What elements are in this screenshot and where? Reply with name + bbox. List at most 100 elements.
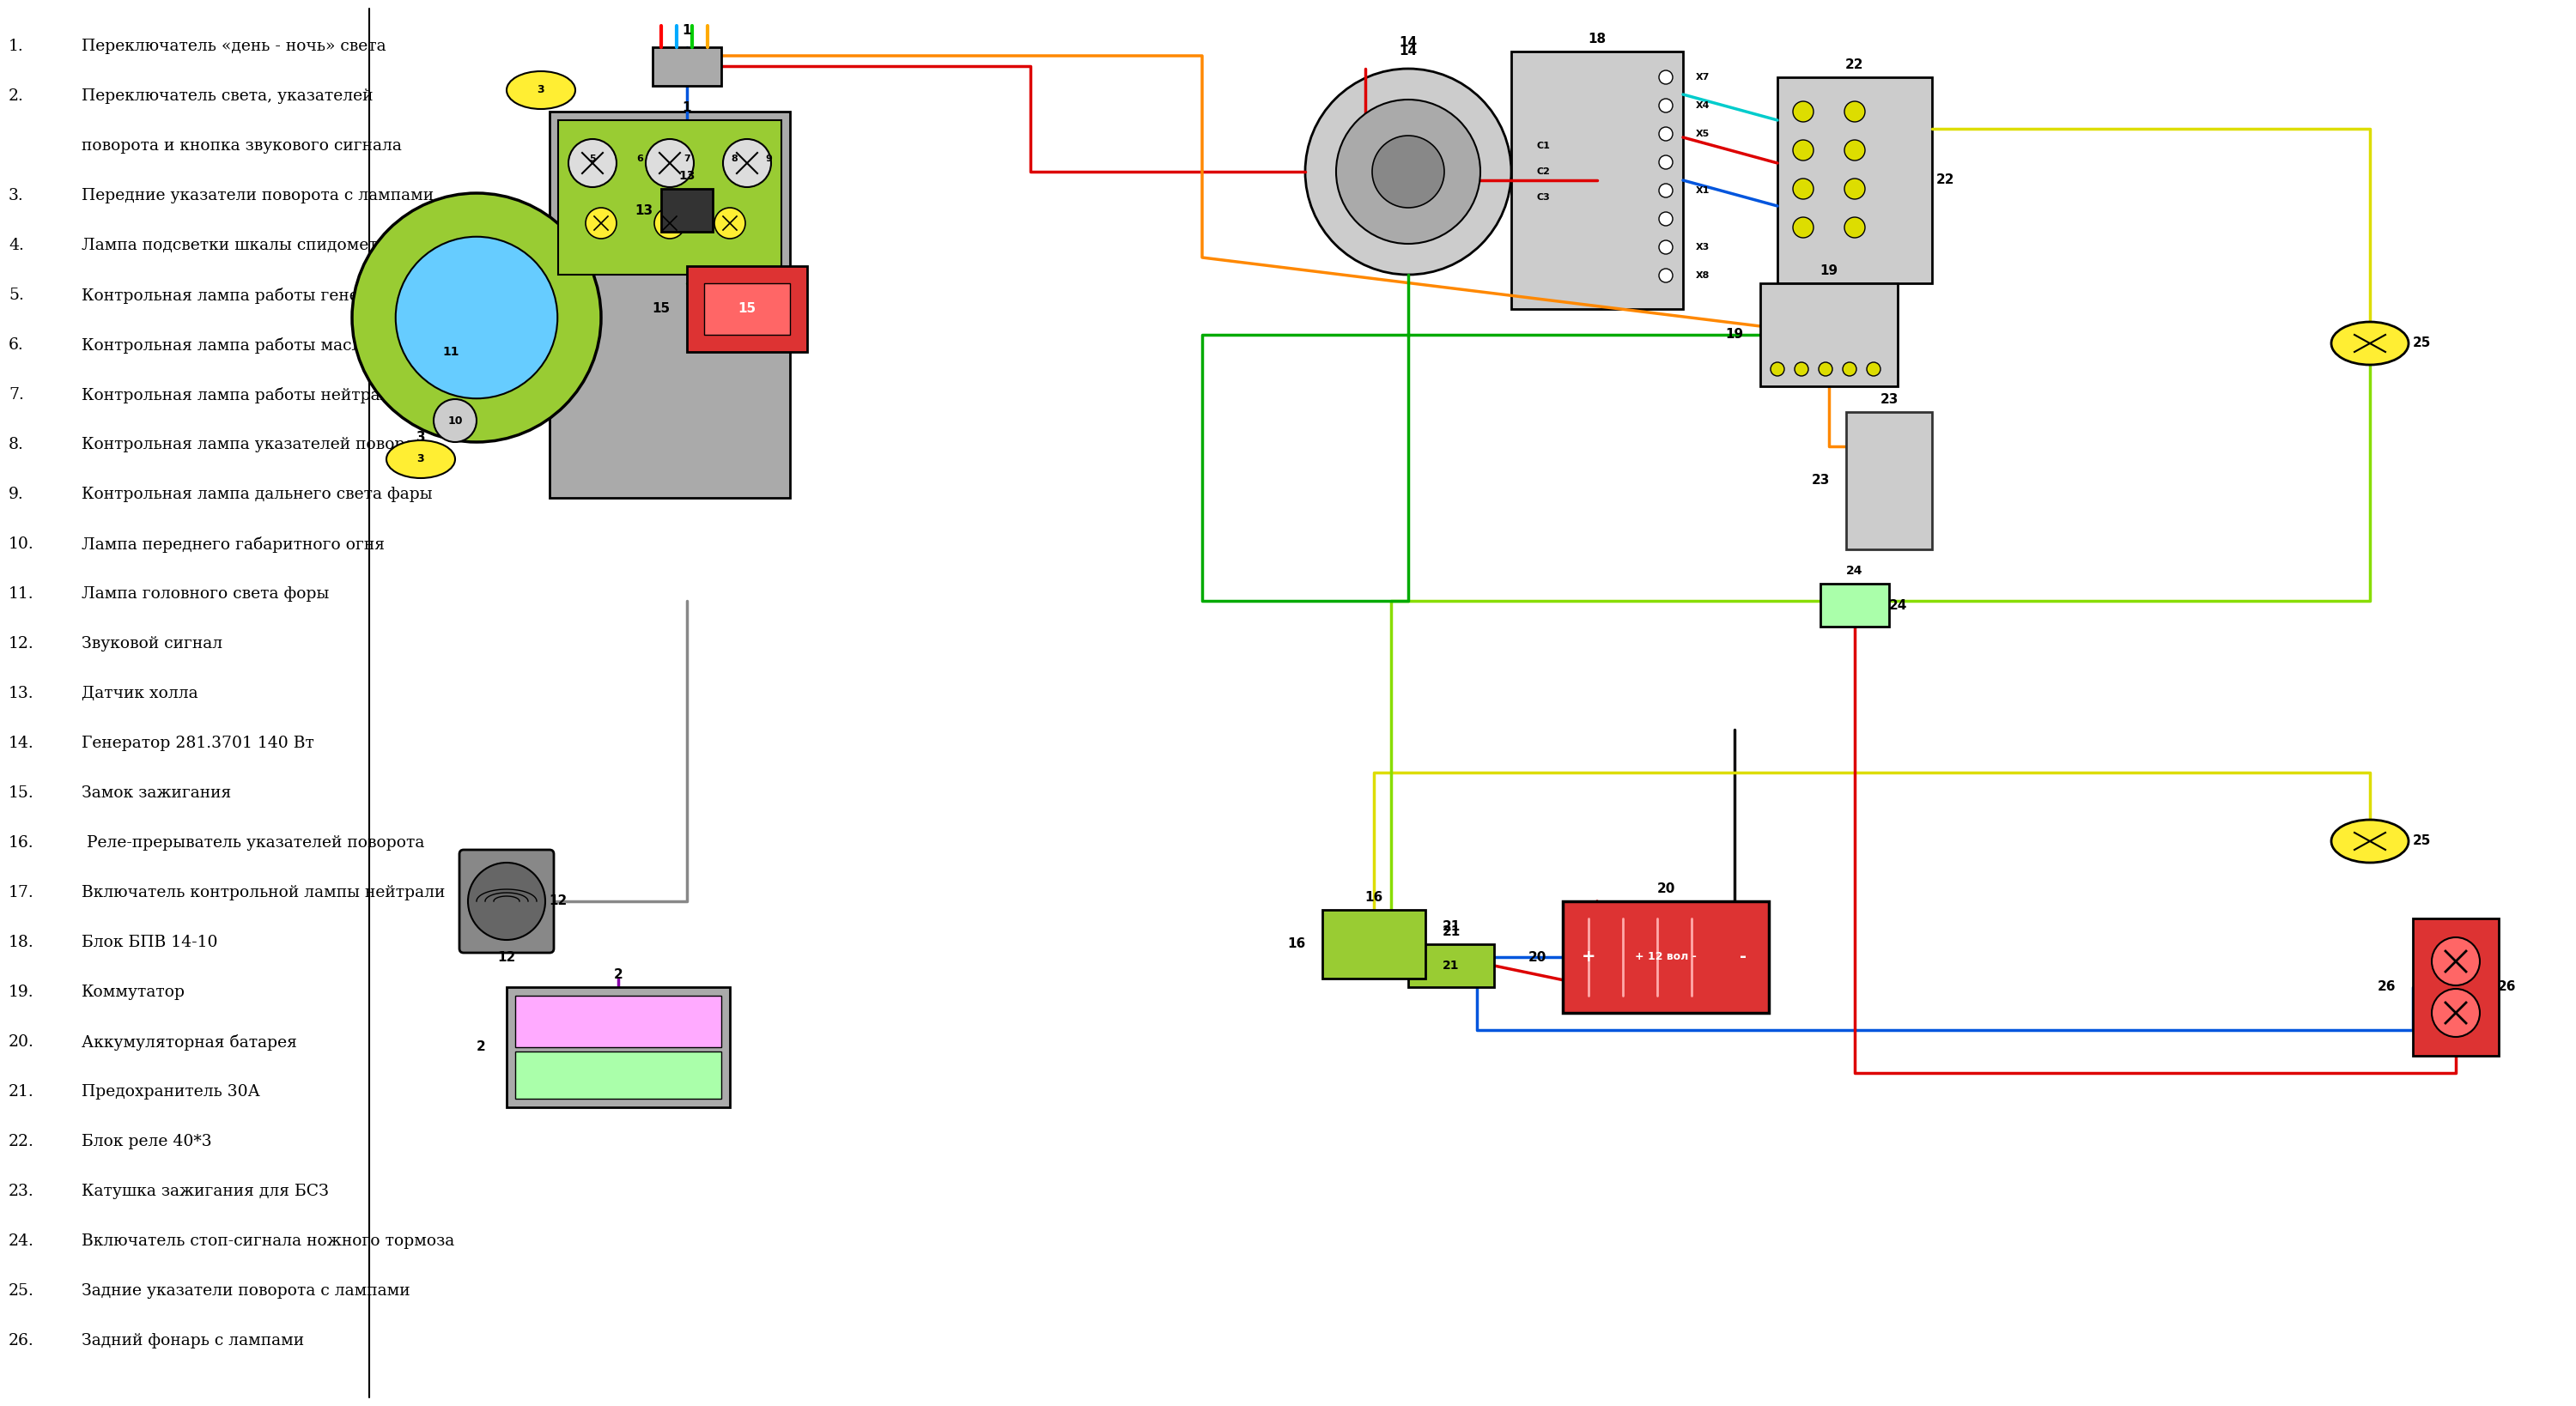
Bar — [1821, 583, 1888, 627]
Text: 7: 7 — [683, 155, 690, 163]
Text: 20: 20 — [1656, 882, 1674, 894]
Text: 1: 1 — [683, 24, 690, 37]
Text: 24.: 24. — [8, 1233, 33, 1249]
Text: 19.: 19. — [8, 984, 33, 1000]
Text: 11.: 11. — [8, 586, 33, 602]
Bar — [1512, 52, 1682, 309]
Text: + 12 вол -: + 12 вол - — [1636, 952, 1698, 963]
Text: 22.: 22. — [8, 1133, 33, 1149]
Text: Контрольная лампа работы генератора: Контрольная лампа работы генератора — [82, 288, 417, 304]
Text: Включатель стоп-сигнала ножного тормоза: Включатель стоп-сигнала ножного тормоза — [82, 1233, 453, 1249]
Text: 16: 16 — [1365, 890, 1383, 904]
Text: Лампа подсветки шкалы спидометра: Лампа подсветки шкалы спидометра — [82, 238, 397, 253]
Circle shape — [1844, 101, 1865, 122]
Circle shape — [2432, 988, 2481, 1036]
Text: 15.: 15. — [8, 786, 33, 801]
Circle shape — [714, 208, 744, 239]
Circle shape — [724, 139, 770, 187]
Text: 21: 21 — [1443, 960, 1461, 972]
Text: Лампа головного света форы: Лампа головного света форы — [82, 586, 330, 602]
Text: +: + — [1582, 949, 1595, 966]
Text: Аккумуляторная батарея: Аккумуляторная батарея — [82, 1035, 296, 1050]
Circle shape — [647, 139, 693, 187]
Circle shape — [1793, 141, 1814, 160]
Text: 8: 8 — [732, 155, 737, 163]
Text: Включатель контрольной лампы нейтрали: Включатель контрольной лампы нейтрали — [82, 884, 446, 900]
Text: 26: 26 — [2499, 980, 2517, 994]
Circle shape — [585, 208, 616, 239]
Text: X4: X4 — [1695, 101, 1710, 110]
Text: Задний фонарь с лампами: Задний фонарь с лампами — [82, 1333, 304, 1348]
Text: 16.: 16. — [8, 835, 33, 851]
Bar — [1759, 283, 1899, 387]
Text: Катушка зажигания для БСЗ: Катушка зажигания для БСЗ — [82, 1184, 330, 1199]
Text: Переключатель «день - ночь» света: Переключатель «день - ночь» света — [82, 38, 386, 53]
Text: 25.: 25. — [8, 1284, 33, 1299]
Text: Лампа переднего габаритного огня: Лампа переднего габаритного огня — [82, 537, 384, 553]
Text: X7: X7 — [1695, 73, 1710, 82]
Text: 13.: 13. — [8, 686, 33, 702]
Bar — [1321, 910, 1425, 979]
Circle shape — [1844, 141, 1865, 160]
Text: C2: C2 — [1538, 167, 1551, 176]
Text: 8.: 8. — [8, 437, 23, 453]
Text: 6: 6 — [636, 155, 644, 163]
Text: Коммутатор: Коммутатор — [82, 984, 185, 1000]
Text: Переключатель света, указателей: Переключатель света, указателей — [82, 89, 374, 104]
Text: 1: 1 — [683, 101, 690, 114]
Text: 21.: 21. — [8, 1084, 33, 1099]
Ellipse shape — [386, 440, 456, 478]
Text: -: - — [1739, 949, 1747, 966]
Text: 10: 10 — [448, 415, 464, 426]
Text: 13: 13 — [634, 204, 654, 217]
Circle shape — [1659, 240, 1672, 254]
Circle shape — [1659, 70, 1672, 84]
Text: 7.: 7. — [8, 387, 23, 402]
Text: 26.: 26. — [8, 1333, 33, 1348]
Circle shape — [1659, 184, 1672, 197]
Text: Контрольная лампа указателей поворота: Контрольная лампа указателей поворота — [82, 437, 433, 453]
Bar — [703, 283, 791, 335]
Text: 3.: 3. — [8, 188, 23, 204]
Text: C3: C3 — [1538, 193, 1551, 201]
Circle shape — [1306, 69, 1512, 274]
Text: 12: 12 — [497, 950, 515, 963]
Text: 6.: 6. — [8, 337, 23, 353]
Text: X1: X1 — [1695, 186, 1710, 195]
Text: 3: 3 — [417, 454, 425, 465]
Text: Генератор 281.3701 140 Вт: Генератор 281.3701 140 Вт — [82, 735, 314, 751]
Text: X5: X5 — [1695, 129, 1710, 138]
Circle shape — [1337, 100, 1481, 243]
Circle shape — [1795, 363, 1808, 375]
Circle shape — [397, 236, 556, 398]
Text: Задние указатели поворота с лампами: Задние указатели поворота с лампами — [82, 1284, 410, 1299]
Text: X8: X8 — [1695, 271, 1710, 280]
Text: 13: 13 — [677, 170, 696, 181]
Text: 20: 20 — [1528, 950, 1546, 963]
Text: 17.: 17. — [8, 884, 33, 900]
Bar — [1777, 77, 1932, 283]
Text: Контрольная лампа дальнего света фары: Контрольная лампа дальнего света фары — [82, 486, 433, 502]
Text: 9: 9 — [765, 155, 773, 163]
Text: Блок БПВ 14-10: Блок БПВ 14-10 — [82, 935, 216, 950]
Text: 9.: 9. — [8, 486, 23, 502]
Circle shape — [654, 208, 685, 239]
Text: 3: 3 — [417, 432, 425, 444]
Bar — [559, 120, 781, 274]
Circle shape — [1793, 101, 1814, 122]
Circle shape — [1793, 217, 1814, 238]
Text: 14.: 14. — [8, 735, 33, 751]
Text: Контрольная лампа работы маслонасоса: Контрольная лампа работы маслонасоса — [82, 337, 428, 354]
Text: 20.: 20. — [8, 1035, 33, 1050]
Text: 21: 21 — [1443, 925, 1461, 938]
Text: 23: 23 — [1880, 392, 1899, 405]
Text: Датчик холла: Датчик холла — [82, 686, 198, 702]
Text: 25: 25 — [2411, 835, 2432, 848]
Circle shape — [433, 399, 477, 441]
Text: 19: 19 — [1819, 264, 1839, 277]
Circle shape — [1659, 156, 1672, 169]
Circle shape — [1659, 98, 1672, 112]
Ellipse shape — [2331, 322, 2409, 364]
Text: Звуковой сигнал: Звуковой сигнал — [82, 636, 222, 651]
Text: 24: 24 — [1847, 565, 1862, 576]
